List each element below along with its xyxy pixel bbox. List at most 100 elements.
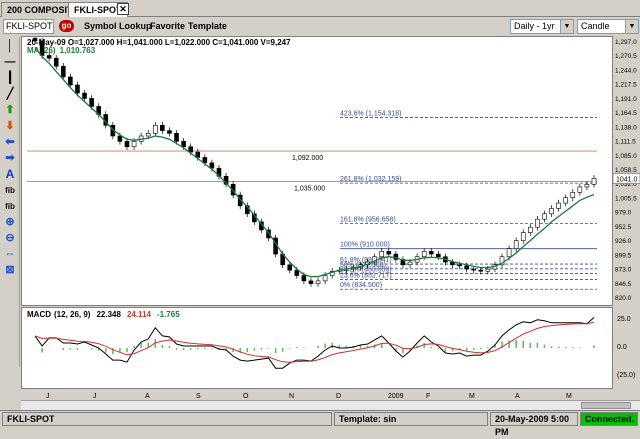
chart-type-select[interactable]: Candle ▼ bbox=[577, 19, 639, 34]
price-chart[interactable]: 20-May-09 O=1,027.000 H=1,041.000 L=1,02… bbox=[21, 36, 613, 306]
close-tab-icon[interactable]: ✕ bbox=[117, 3, 129, 15]
candle-body bbox=[499, 256, 505, 266]
delete-icon[interactable]: ⊠ bbox=[5, 264, 15, 276]
fib-level-label: 261.8% (1,032.159) bbox=[340, 176, 402, 183]
price-axis-label: 1,217.5 bbox=[615, 82, 637, 89]
candle-body bbox=[202, 157, 208, 164]
price-axis-label: 873.0 bbox=[615, 267, 632, 274]
candle-body bbox=[528, 226, 533, 233]
status-symbol: FKLI-SPOT bbox=[2, 412, 332, 426]
candle-body bbox=[167, 130, 172, 134]
arrow-left-tool-icon[interactable]: ⬅ bbox=[5, 136, 15, 148]
status-template: Template: sin bbox=[334, 412, 488, 426]
candle-body bbox=[301, 275, 307, 282]
ma-value: 1,010.763 bbox=[60, 46, 96, 55]
candle-body bbox=[322, 275, 328, 282]
toolbar: FKLI-SPOT go Symbol Lookup Favorite Temp… bbox=[0, 17, 640, 36]
status-connection: Connected. bbox=[580, 412, 638, 426]
hist-value: -1.765 bbox=[157, 310, 180, 319]
time-axis-label: J bbox=[46, 393, 50, 400]
price-axis: 1,297.0 1,270.5 1,244.0 1,217.5 1,191.0 1,164… bbox=[613, 36, 640, 389]
candle-body bbox=[124, 141, 130, 148]
macd-line bbox=[34, 317, 595, 369]
fibonacci-tool-icon[interactable]: fib bbox=[5, 186, 15, 195]
zoom-in-icon[interactable]: ⊕ bbox=[5, 216, 15, 228]
candle-body bbox=[584, 183, 590, 188]
macd-chart[interactable]: MACD (12, 26, 9) 22.348 24.114 -1.765 bbox=[21, 307, 613, 389]
candle-body bbox=[436, 253, 441, 258]
zoom-out-icon[interactable]: ⊖ bbox=[5, 232, 15, 244]
chevron-down-icon[interactable]: ▼ bbox=[625, 20, 638, 33]
candle-body bbox=[421, 251, 427, 258]
signal-value: 24.114 bbox=[127, 310, 152, 319]
arrow-down-tool-icon[interactable]: ⬇ bbox=[5, 120, 15, 132]
candle-body bbox=[188, 146, 193, 153]
candle-body bbox=[230, 183, 236, 196]
candle-body bbox=[591, 178, 597, 185]
go-button[interactable]: go bbox=[59, 20, 74, 32]
candle-body bbox=[393, 253, 399, 260]
candle-body bbox=[577, 186, 583, 193]
time-axis-label: D bbox=[336, 393, 341, 400]
time-axis-label: A bbox=[515, 393, 520, 400]
period-select[interactable]: Daily - 1yr ▼ bbox=[510, 19, 574, 34]
trend-line-tool-icon[interactable]: ╱ bbox=[6, 88, 14, 100]
price-axis-label: 1,138.0 bbox=[615, 124, 637, 131]
chevron-down-icon[interactable]: ▼ bbox=[560, 20, 573, 33]
macd-axis-label: (25.0) bbox=[617, 372, 635, 379]
candle-body bbox=[75, 84, 80, 94]
time-axis-label: N bbox=[289, 393, 294, 400]
arrow-right-tool-icon[interactable]: ➡ bbox=[5, 152, 15, 164]
menu-symbol-lookup[interactable]: Symbol Lookup bbox=[84, 21, 152, 31]
macd-readout: MACD (12, 26, 9) 22.348 24.114 -1.765 bbox=[27, 310, 180, 319]
macd-value: 22.348 bbox=[96, 310, 121, 319]
fibonacci-fan-tool-icon[interactable]: fib bbox=[5, 202, 15, 211]
candle-body bbox=[386, 251, 392, 255]
candle-body bbox=[61, 65, 66, 78]
horizontal-scrollbar[interactable] bbox=[21, 400, 640, 410]
candle-body bbox=[428, 251, 434, 255]
status-datetime: 20-May-2009 5:00 PM bbox=[490, 412, 578, 437]
candle-body bbox=[506, 248, 512, 258]
time-axis-label: F bbox=[426, 393, 430, 400]
price-axis-label: 1,270.5 bbox=[615, 53, 637, 60]
fib-level-label: 100% (910.000) bbox=[340, 242, 390, 249]
candle-body bbox=[181, 141, 186, 148]
candle-body bbox=[464, 265, 469, 270]
price-axis-label: 952.5 bbox=[615, 224, 632, 231]
menu-favorite[interactable]: Favorite bbox=[150, 21, 186, 31]
candle-body bbox=[513, 240, 519, 249]
horizontal-line-label: 1,092.000 bbox=[292, 155, 323, 162]
vertical-line-tool-icon[interactable]: ┃ bbox=[6, 72, 14, 84]
candle-body bbox=[315, 280, 321, 284]
time-axis-label: S bbox=[196, 393, 201, 400]
candle-body bbox=[287, 264, 293, 271]
candle-body bbox=[266, 229, 271, 239]
price-axis-label: 899.5 bbox=[615, 252, 632, 259]
arrow-up-tool-icon[interactable]: ⬆ bbox=[5, 104, 15, 116]
menu-template[interactable]: Template bbox=[188, 21, 227, 31]
ma-line bbox=[34, 47, 595, 278]
chart-type-select-value: Candle bbox=[581, 21, 610, 31]
fit-icon[interactable]: ⇔ bbox=[4, 248, 16, 260]
candle-body bbox=[308, 280, 314, 284]
candle-body bbox=[53, 57, 59, 67]
price-axis-label: 1,244.0 bbox=[615, 67, 637, 74]
candle-body bbox=[520, 232, 526, 241]
price-axis-label: 926.0 bbox=[615, 238, 632, 245]
crosshair-tool-icon[interactable]: │ bbox=[6, 40, 14, 52]
horizontal-line-tool-icon[interactable]: — bbox=[4, 56, 16, 68]
candle-body bbox=[160, 124, 165, 131]
candle-body bbox=[195, 151, 201, 158]
candle-body bbox=[82, 92, 87, 99]
price-axis-label: 1,058.5 bbox=[615, 167, 637, 174]
text-tool-icon[interactable]: A bbox=[5, 167, 15, 181]
price-axis-label: 1,085.0 bbox=[615, 153, 637, 160]
candle-body bbox=[407, 261, 413, 266]
price-axis-label: 1,164.5 bbox=[615, 110, 637, 117]
scrollbar-thumb[interactable] bbox=[581, 402, 631, 409]
candle-body bbox=[117, 135, 123, 142]
symbol-input[interactable]: FKLI-SPOT bbox=[3, 19, 54, 34]
price-axis-label: 846.5 bbox=[615, 281, 632, 288]
candle-body bbox=[46, 55, 52, 59]
